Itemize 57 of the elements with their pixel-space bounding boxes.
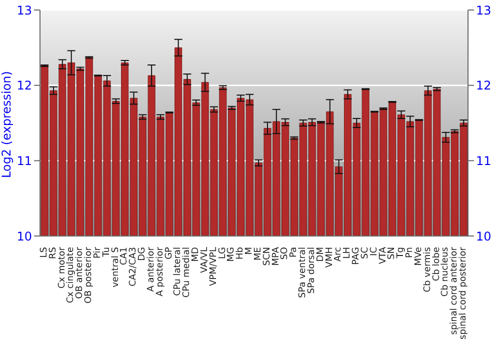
x-tick-label: CA1 <box>120 247 130 266</box>
x-tick-label: Tu <box>102 247 112 258</box>
x-tick-label: spinal cord anterior <box>450 246 460 335</box>
x-tick-label: VTA <box>378 246 388 264</box>
x-tick-label: M <box>244 247 255 255</box>
y2-tick-label: 11 <box>476 154 492 168</box>
x-tick-label: Pa <box>289 247 300 258</box>
x-tick-label: SCN <box>262 247 272 266</box>
x-tick-label: MVe <box>414 246 424 266</box>
y-tick-label: 13 <box>16 3 32 18</box>
x-tick-label: LH <box>342 247 353 259</box>
x-tick-label: Pn <box>405 247 416 258</box>
x-tick-label: DM <box>316 247 326 262</box>
x-tick-label: DG <box>138 246 148 261</box>
x-tick-label: Cx cingulate <box>66 246 76 304</box>
y2-tick-label: 13 <box>476 3 492 18</box>
x-tick-label: VPM/VPL <box>208 247 219 286</box>
x-tick-label: LS <box>39 246 50 258</box>
x-tick-label: Arc <box>334 246 344 262</box>
x-tick-label: OB posterior <box>84 246 94 304</box>
x-tick-label: SPa dorsal <box>306 247 317 294</box>
y-tick-label: 11 <box>16 154 32 168</box>
x-tick-label: SN <box>387 247 398 260</box>
x-tick-label: Pir <box>92 246 103 258</box>
x-tick-label: CPu medial <box>182 247 192 298</box>
x-tick-label: ME <box>253 246 264 260</box>
x-tick-label: Cx motor <box>57 246 68 288</box>
x-tick-label: CA2/CA3 <box>128 247 139 286</box>
x-tick-label: MG <box>226 246 237 262</box>
x-tick-label: A posterior <box>155 246 166 296</box>
y2-tick-label: 12 <box>476 78 492 93</box>
x-tick-label: MD <box>191 246 202 262</box>
x-tick-label: VMH <box>324 247 335 268</box>
x-tick-label: ventral S <box>110 246 121 288</box>
y-axis-title: Log2 (expression) <box>0 71 14 178</box>
x-tick-label: GP <box>164 246 174 260</box>
x-tick-label: VA/VL <box>200 247 210 273</box>
x-tick-label: CPu lateral <box>173 247 184 296</box>
x-tick-label: Hb <box>236 246 246 260</box>
y-tick-label: 12 <box>16 78 32 93</box>
x-tick-label: A anterior <box>146 246 156 292</box>
y2-tick-label: 10 <box>476 229 492 244</box>
x-tick-label: OB anterior <box>75 246 86 299</box>
x-tick-label: SO <box>280 247 290 260</box>
x-tick-label: RS <box>48 246 58 259</box>
x-tick-label: SPa ventral <box>298 247 308 298</box>
x-tick-label: MPA <box>271 246 282 266</box>
x-tick-label: Cb nucleus <box>440 246 451 297</box>
x-tick-label: IC <box>369 247 380 256</box>
x-tick-label: Cb lobe <box>432 246 442 282</box>
x-tick-label: spinal cord posterior <box>458 246 469 340</box>
x-tick-label: Tg <box>396 247 406 260</box>
x-tick-label: LG <box>218 246 228 259</box>
y-tick-label: 10 <box>16 229 32 244</box>
x-tick-label: Cb vermis <box>422 246 433 292</box>
x-tick-label: SC <box>360 247 370 259</box>
x-tick-label: PAG <box>352 246 362 265</box>
